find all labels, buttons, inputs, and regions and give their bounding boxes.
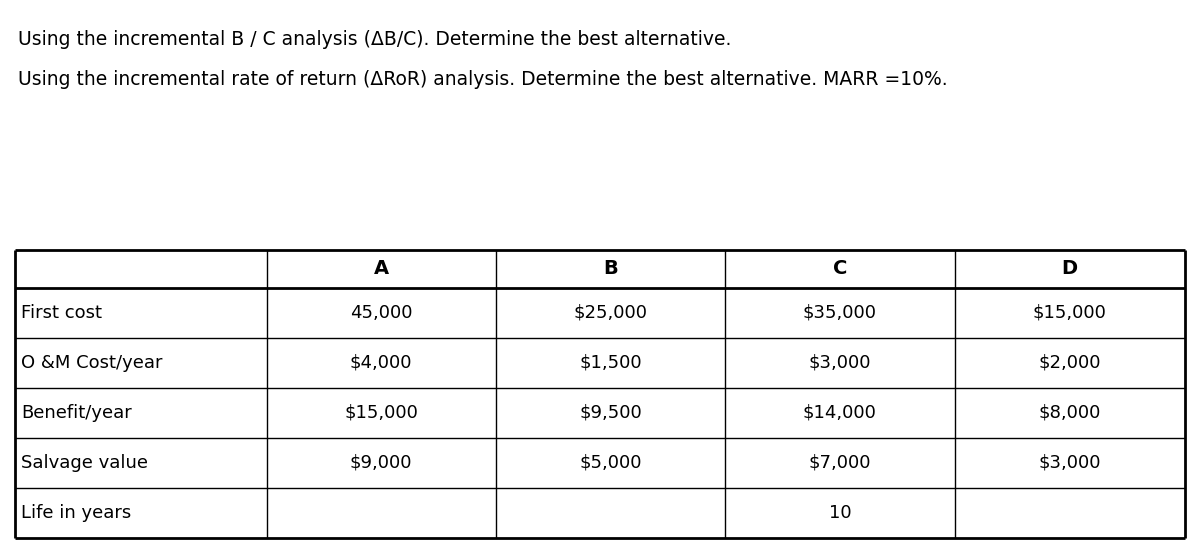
Text: $9,000: $9,000: [350, 454, 413, 472]
Text: $35,000: $35,000: [803, 304, 877, 322]
Text: $7,000: $7,000: [809, 454, 871, 472]
Text: $3,000: $3,000: [809, 354, 871, 372]
Text: Life in years: Life in years: [22, 504, 131, 522]
Text: B: B: [604, 260, 618, 279]
Text: $15,000: $15,000: [1033, 304, 1106, 322]
Text: $25,000: $25,000: [574, 304, 648, 322]
Text: 45,000: 45,000: [350, 304, 413, 322]
Text: D: D: [1062, 260, 1078, 279]
Text: $2,000: $2,000: [1038, 354, 1102, 372]
Text: $3,000: $3,000: [1038, 454, 1102, 472]
Text: $14,000: $14,000: [803, 404, 877, 422]
Text: $15,000: $15,000: [344, 404, 418, 422]
Text: Using the incremental rate of return (ΔRoR) analysis. Determine the best alterna: Using the incremental rate of return (ΔR…: [18, 70, 948, 89]
Text: Salvage value: Salvage value: [22, 454, 148, 472]
Text: Benefit/year: Benefit/year: [22, 404, 132, 422]
Text: A: A: [373, 260, 389, 279]
Text: C: C: [833, 260, 847, 279]
Text: $4,000: $4,000: [350, 354, 413, 372]
Text: $8,000: $8,000: [1038, 404, 1100, 422]
Text: 10: 10: [828, 504, 851, 522]
Text: $1,500: $1,500: [580, 354, 642, 372]
Text: First cost: First cost: [22, 304, 102, 322]
Text: Using the incremental B / C analysis (ΔB/C). Determine the best alternative.: Using the incremental B / C analysis (ΔB…: [18, 30, 731, 49]
Text: $5,000: $5,000: [580, 454, 642, 472]
Text: O &M Cost/year: O &M Cost/year: [22, 354, 162, 372]
Text: $9,500: $9,500: [580, 404, 642, 422]
